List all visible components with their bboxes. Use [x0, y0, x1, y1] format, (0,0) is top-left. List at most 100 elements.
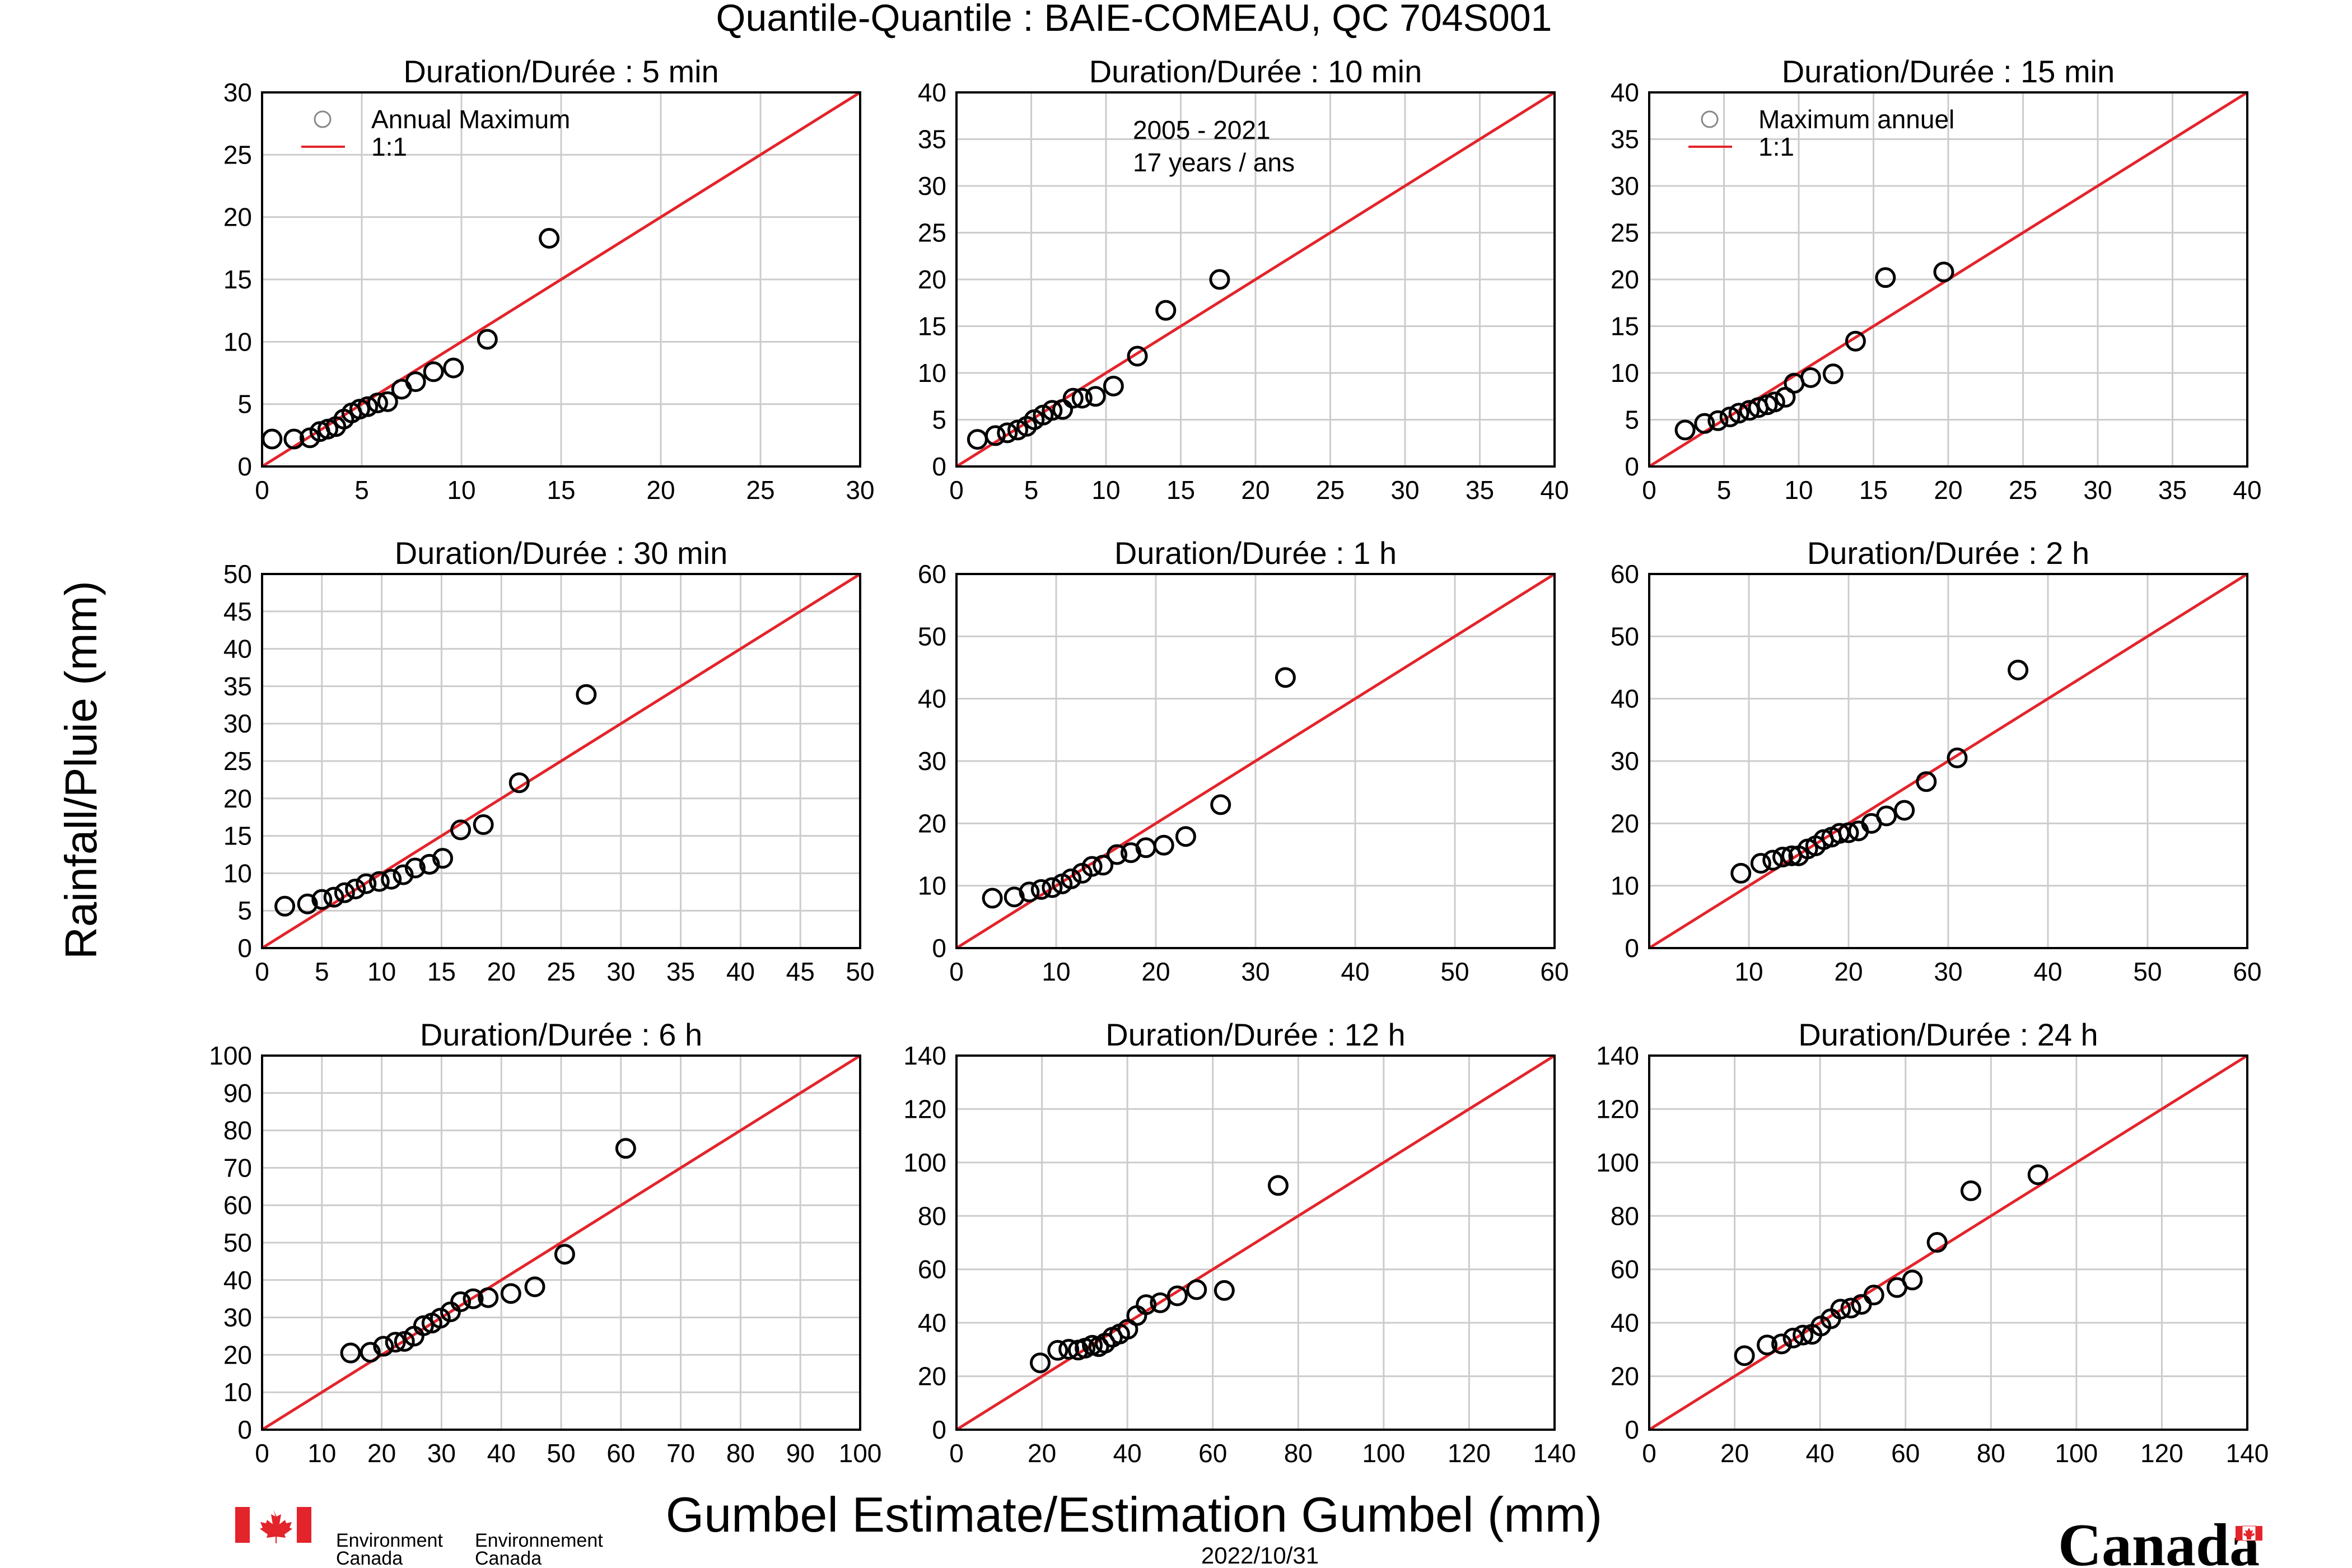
x-tick-label: 20: [1720, 1439, 1749, 1468]
y-tick-label: 30: [918, 171, 946, 200]
data-point: [423, 361, 444, 382]
data-point: [1107, 844, 1128, 865]
legend-marker-icon: [314, 110, 332, 128]
data-point: [430, 1308, 451, 1329]
data-point: [443, 357, 464, 379]
legend-label-line: 1:1: [371, 132, 407, 161]
x-tick-label: 0: [949, 475, 964, 505]
y-tick-label: 40: [918, 78, 946, 107]
plot-frame: [1648, 573, 2248, 949]
data-point: [1030, 1352, 1051, 1374]
x-tick-label: 10: [1784, 475, 1813, 505]
y-tick-label: 0: [1625, 1415, 1639, 1444]
data-point: [1674, 419, 1696, 441]
data-point: [368, 871, 390, 892]
data-point: [1052, 399, 1074, 420]
y-tick-label: 15: [223, 265, 252, 294]
y-tick-label: 15: [223, 822, 252, 851]
data-point: [1019, 881, 1040, 903]
y-tick-label: 70: [223, 1153, 252, 1182]
y-tick-label: 45: [223, 597, 252, 626]
x-tick-label: 40: [2233, 475, 2261, 505]
data-point: [463, 1288, 484, 1309]
annual-maximum-series: [262, 228, 560, 450]
y-tick-label: 40: [918, 684, 946, 713]
x-tick-label: 0: [255, 957, 269, 986]
data-point: [1042, 877, 1063, 898]
x-tick-label: 50: [547, 1439, 575, 1468]
one-to-one-line: [955, 1054, 1556, 1431]
data-point: [1267, 1175, 1289, 1196]
x-tick-label: 5: [1717, 475, 1732, 505]
y-tick-label: 15: [1611, 312, 1639, 341]
data-point: [1876, 805, 1897, 827]
y-tick-label: 0: [932, 452, 946, 481]
data-point: [413, 1315, 434, 1336]
x-tick-label: 10: [367, 957, 396, 986]
y-tick-label: 5: [237, 390, 252, 419]
data-point: [1933, 262, 1954, 283]
data-point: [1093, 855, 1114, 876]
y-tick-label: 10: [223, 858, 252, 888]
data-point: [323, 886, 344, 908]
plot-frame: [955, 573, 1556, 949]
y-tick-label: 10: [1611, 871, 1639, 900]
y-tick-label: 25: [918, 218, 946, 248]
x-tick-label: 40: [2033, 957, 2062, 986]
x-tick-label: 100: [839, 1439, 882, 1468]
figure-title: Quantile-Quantile : BAIE-COMEAU, QC 704S…: [716, 0, 1552, 39]
y-tick-label: 10: [223, 1378, 252, 1407]
x-tick-label: 20: [646, 475, 675, 505]
canada-wordmark-flag-icon: [2236, 1525, 2262, 1541]
data-point: [1103, 375, 1124, 396]
data-point: [334, 882, 355, 903]
data-point: [1707, 410, 1729, 431]
x-tick-label: 25: [1316, 475, 1345, 505]
x-tick-label: 25: [746, 475, 774, 505]
data-point: [311, 889, 333, 910]
y-tick-label: 20: [223, 784, 252, 813]
y-tick-label: 0: [237, 934, 252, 963]
data-point: [1719, 406, 1740, 427]
x-tick-label: 100: [2055, 1439, 2098, 1468]
annual-maximum-series: [1734, 1164, 2048, 1366]
x-tick-label: 30: [606, 957, 635, 986]
data-point: [274, 895, 296, 917]
data-point: [1153, 834, 1174, 856]
plot-frame: [1648, 1054, 2248, 1431]
data-point: [1047, 1340, 1068, 1361]
data-point: [1838, 822, 1859, 843]
data-point: [554, 1244, 575, 1265]
qq-panel-6: Duration/Durée : 2 h 10 20 30 40 50 60 0 10 20 30 4…: [1611, 535, 2262, 986]
x-tick-label: 25: [547, 957, 575, 986]
y-tick-label: 100: [209, 1041, 252, 1070]
annual-maximum-series: [967, 269, 1230, 450]
annual-maximum-series: [1730, 659, 2029, 884]
x-tick-label: 70: [666, 1439, 695, 1468]
y-tick-label: 0: [1625, 452, 1639, 481]
data-point: [404, 857, 426, 879]
y-tick-label: 40: [1611, 1308, 1639, 1337]
panel-title: Duration/Durée : 15 min: [1782, 54, 2115, 89]
one-to-one-line: [1648, 1054, 2248, 1431]
x-tick-label: 10: [1042, 957, 1070, 986]
x-tick-label: 60: [2233, 957, 2261, 986]
data-point: [356, 873, 377, 894]
y-tick-label: 10: [223, 327, 252, 356]
x-tick-label: 0: [1642, 1439, 1656, 1468]
data-point: [297, 893, 318, 914]
data-point: [367, 392, 388, 413]
data-point: [1800, 367, 1821, 388]
data-point: [1209, 269, 1230, 290]
record-period-annotation: 2005 - 2021: [1133, 115, 1271, 144]
x-tick-label: 40: [1341, 957, 1369, 986]
y-tick-label: 40: [918, 1308, 946, 1337]
x-tick-label: 40: [1806, 1439, 1835, 1468]
plot-frame: [261, 91, 861, 468]
annual-maximum-series: [274, 684, 597, 917]
data-point: [473, 814, 494, 836]
data-point: [1947, 747, 1968, 768]
qq-panel-3: Duration/Durée : 15 min 0 5 10 15 20 25 30 35 40 0…: [1611, 54, 2262, 505]
data-point: [1916, 771, 1937, 792]
agency-name-fr-line1: Environnement: [475, 1530, 603, 1551]
